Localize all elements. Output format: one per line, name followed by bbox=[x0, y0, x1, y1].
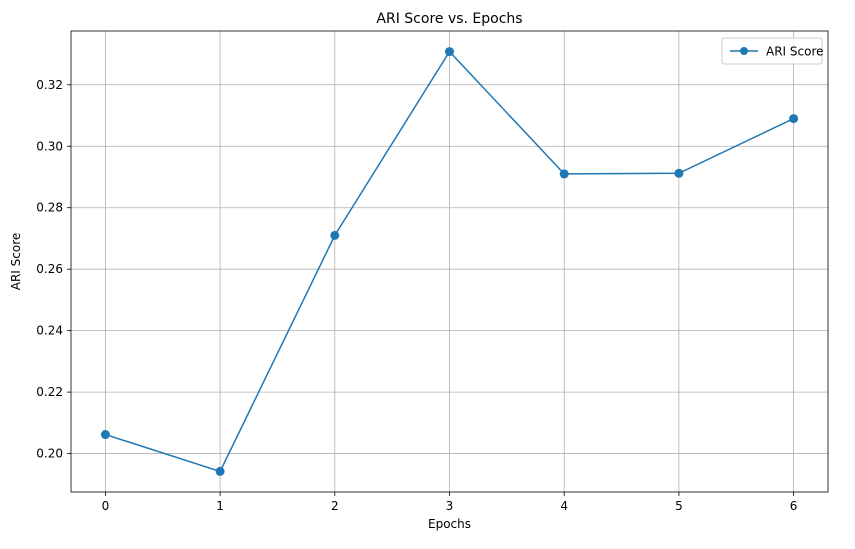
legend-box bbox=[721, 37, 823, 65]
x-axis-label: Epochs bbox=[428, 517, 471, 531]
data-point bbox=[100, 430, 110, 440]
y-tick-label: 0.32 bbox=[36, 78, 63, 92]
y-tick-label: 0.30 bbox=[36, 139, 63, 153]
data-point bbox=[789, 114, 799, 124]
data-point bbox=[330, 230, 340, 240]
legend-marker-swatch bbox=[740, 47, 748, 55]
x-tick-label: 4 bbox=[560, 499, 568, 513]
data-point bbox=[674, 168, 684, 178]
x-tick-label: 1 bbox=[216, 499, 224, 513]
y-tick-label: 0.28 bbox=[36, 201, 63, 215]
chart-title: ARI Score vs. Epochs bbox=[376, 11, 522, 27]
legend-label: ARI Score bbox=[766, 45, 824, 59]
data-point bbox=[559, 169, 569, 179]
y-tick-label: 0.22 bbox=[36, 385, 63, 399]
x-tick-label: 2 bbox=[331, 499, 339, 513]
y-tick-label: 0.20 bbox=[36, 447, 63, 461]
data-point bbox=[215, 466, 225, 476]
y-tick-label: 0.24 bbox=[36, 324, 63, 338]
data-point bbox=[445, 47, 454, 57]
legend: ARI Score bbox=[721, 37, 824, 65]
y-tick-label: 0.26 bbox=[36, 262, 63, 276]
y-axis-label: ARI Score bbox=[9, 233, 23, 291]
x-tick-label: 3 bbox=[446, 499, 454, 513]
series-layer bbox=[100, 47, 799, 476]
x-tick-label: 0 bbox=[102, 499, 110, 513]
x-tick-label: 6 bbox=[790, 499, 798, 513]
grid bbox=[71, 31, 828, 492]
x-tick-label: 5 bbox=[675, 499, 683, 513]
ticks: 0 1 2 3 4 5 6 0.20 0.22 0.24 0.26 0.28 0.30 0.32 bbox=[36, 78, 797, 513]
